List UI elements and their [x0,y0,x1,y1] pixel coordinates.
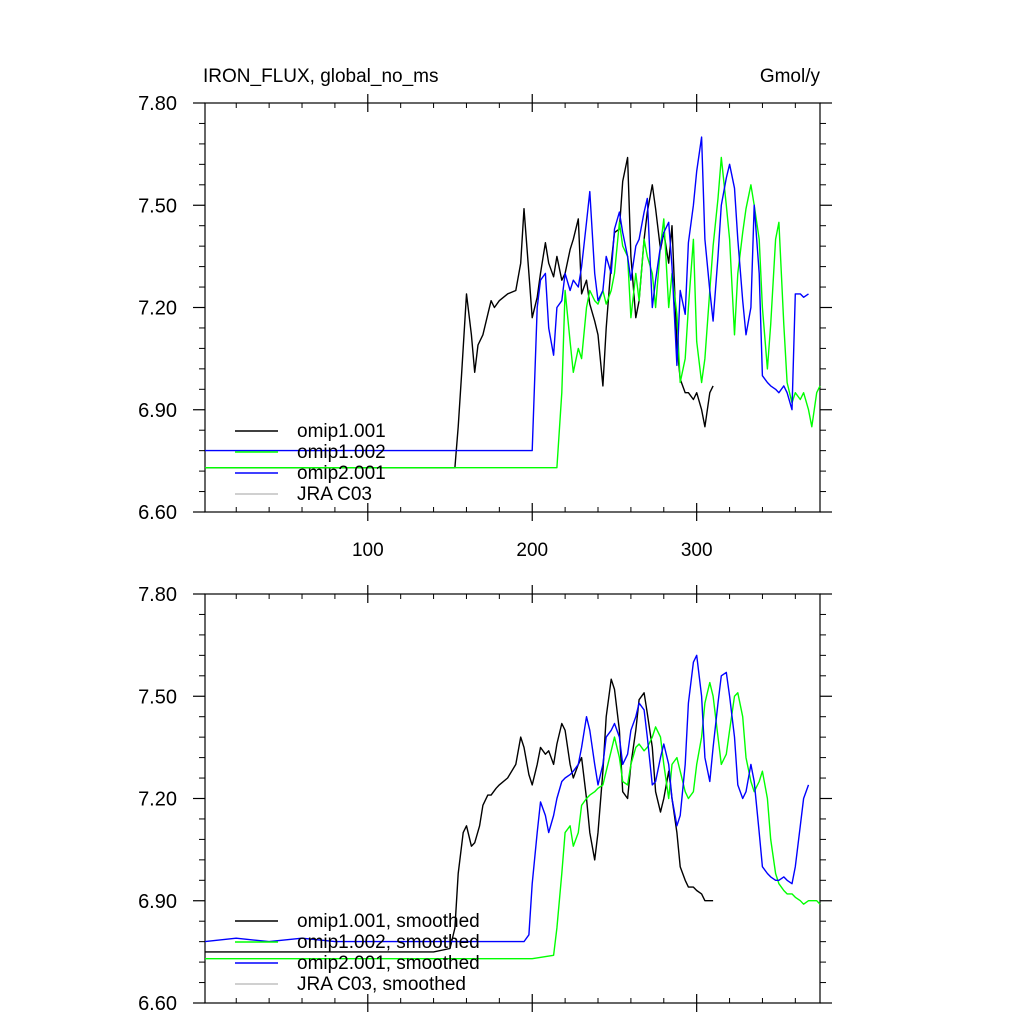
y-tick-label: 7.80 [138,93,177,115]
top-panel: 100 200 3006.606.907.207.507.80omip1.001om… [138,93,832,561]
x-tick-label: 300 [681,540,713,561]
series-line-omip1-002 [205,156,821,469]
legend-label: omip2.001 [297,463,386,484]
y-tick-label: 6.90 [138,891,177,913]
legend-label: omip1.001 [297,421,386,442]
top-panel-units: Gmol/y [760,66,821,87]
legend-label: omip1.001, smoothed [297,911,480,932]
y-tick-label: 7.50 [138,195,177,217]
y-tick-label: 7.20 [138,298,177,320]
y-tick-label: 7.50 [138,686,177,708]
legend-label: JRA C03, smoothed [297,974,466,995]
x-tick-label: 100 [352,540,384,561]
legend-label: JRA C03 [297,484,372,505]
y-tick-label: 6.60 [138,993,177,1015]
legend-label: omip2.001, smoothed [297,953,480,974]
y-tick-label: 7.80 [138,584,177,606]
x-tick-label: 200 [516,540,548,561]
y-tick-label: 6.90 [138,400,177,422]
top-panel-title: IRON_FLUX, global_no_ms [203,66,439,87]
legend-label: omip1.002 [297,442,386,463]
series-line-omip2-001 [205,136,809,452]
series-line-omip1-001-smoothed [205,678,714,953]
series-line-omip1-002-smoothed [205,681,821,960]
y-tick-label: 7.20 [138,789,177,811]
series-line-omip2-001-smoothed [204,654,810,943]
y-tick-label: 6.60 [138,502,177,524]
legend-label: omip1.002, smoothed [297,932,480,953]
